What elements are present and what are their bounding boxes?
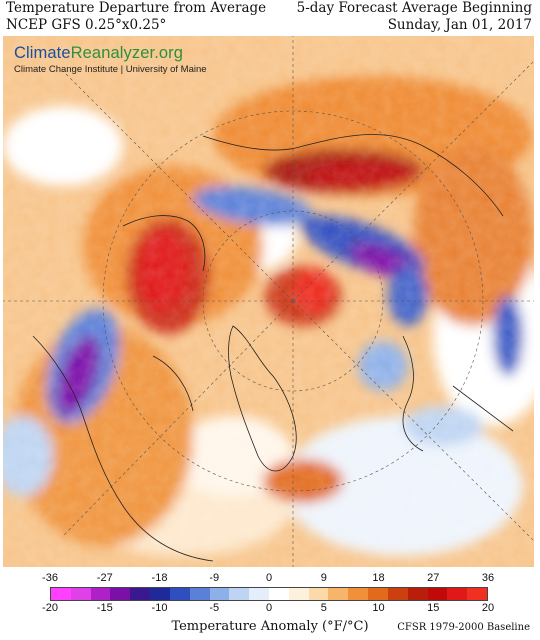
celsius-tick-label: -15	[96, 602, 113, 614]
celsius-tick-label: -20	[42, 602, 58, 614]
baseline-note: CFSR 1979-2000 Baseline	[397, 622, 530, 633]
climate-reanalyzer-logo: ClimateReanalyzer.org Climate Change Ins…	[14, 44, 207, 75]
color-bar-segment	[110, 588, 131, 600]
header: Temperature Departure from Average NCEP …	[0, 0, 540, 36]
celsius-tick-label: 15	[427, 602, 440, 614]
color-bar-segment	[328, 588, 349, 600]
color-bar-segment	[130, 588, 151, 600]
color-bar-segment	[447, 588, 468, 600]
color-bar-segment	[368, 588, 389, 600]
fahrenheit-tick-label: 9	[320, 572, 327, 584]
celsius-tick-label: 0	[265, 602, 273, 614]
map-title: Temperature Departure from Average	[6, 0, 267, 16]
color-bar	[50, 587, 488, 601]
logo-subtitle: Climate Change Institute | University of…	[14, 64, 207, 75]
color-bar-segment	[308, 588, 329, 600]
color-bar-segment	[467, 588, 488, 600]
color-bar-segment	[229, 588, 250, 600]
color-bar-segment	[90, 588, 111, 600]
celsius-tick-label: 10	[372, 602, 385, 614]
color-bar-segment	[348, 588, 369, 600]
fahrenheit-tick-label: -9	[209, 572, 220, 584]
fahrenheit-tick-label: 18	[372, 572, 385, 584]
color-scale-legend: -36 -27 -18 -9 0 9 18 27 36 -20 -15 -10 -5 0 5 10 15 20 …	[0, 572, 540, 640]
fahrenheit-tick-label: 36	[481, 572, 495, 584]
fahrenheit-tick-label: -36	[42, 572, 58, 584]
color-bar-segment	[427, 588, 448, 600]
color-bar-segment	[150, 588, 171, 600]
fahrenheit-tick-label: 0	[265, 572, 273, 584]
fahrenheit-tick-label: -18	[151, 572, 168, 584]
fahrenheit-ticks: -36 -27 -18 -9 0 9 18 27 36	[0, 572, 540, 586]
celsius-tick-label: 5	[320, 602, 327, 614]
model-label: NCEP GFS 0.25°x0.25°	[6, 17, 167, 33]
celsius-tick-label: -10	[151, 602, 168, 614]
color-bar-segment	[169, 588, 191, 600]
color-bar-segment	[209, 588, 230, 600]
logo-brand: ClimateReanalyzer.org	[14, 44, 184, 62]
celsius-tick-label: 20	[481, 602, 495, 614]
fahrenheit-tick-label: 27	[427, 572, 440, 584]
forecast-date: Sunday, Jan 01, 2017	[387, 17, 532, 33]
color-bar-segment	[269, 588, 290, 600]
color-bar-segment	[387, 588, 409, 600]
color-bar-segment	[70, 588, 92, 600]
color-bar-segment	[189, 588, 211, 600]
graticule	[3, 36, 534, 567]
forecast-label: 5-day Forecast Average Beginning	[296, 0, 532, 16]
fahrenheit-tick-label: -27	[96, 572, 113, 584]
color-bar-segment	[249, 588, 270, 600]
celsius-tick-label: -5	[209, 602, 220, 614]
legend-axis-label: Temperature Anomaly (°F/°C)	[171, 619, 369, 634]
celsius-ticks: -20 -15 -10 -5 0 5 10 15 20	[0, 602, 540, 616]
color-bar-segment	[51, 588, 72, 600]
color-bar-segment	[407, 588, 429, 600]
temperature-anomaly-map	[3, 36, 534, 567]
coastlines	[32, 134, 514, 562]
color-bar-segment	[288, 588, 310, 600]
